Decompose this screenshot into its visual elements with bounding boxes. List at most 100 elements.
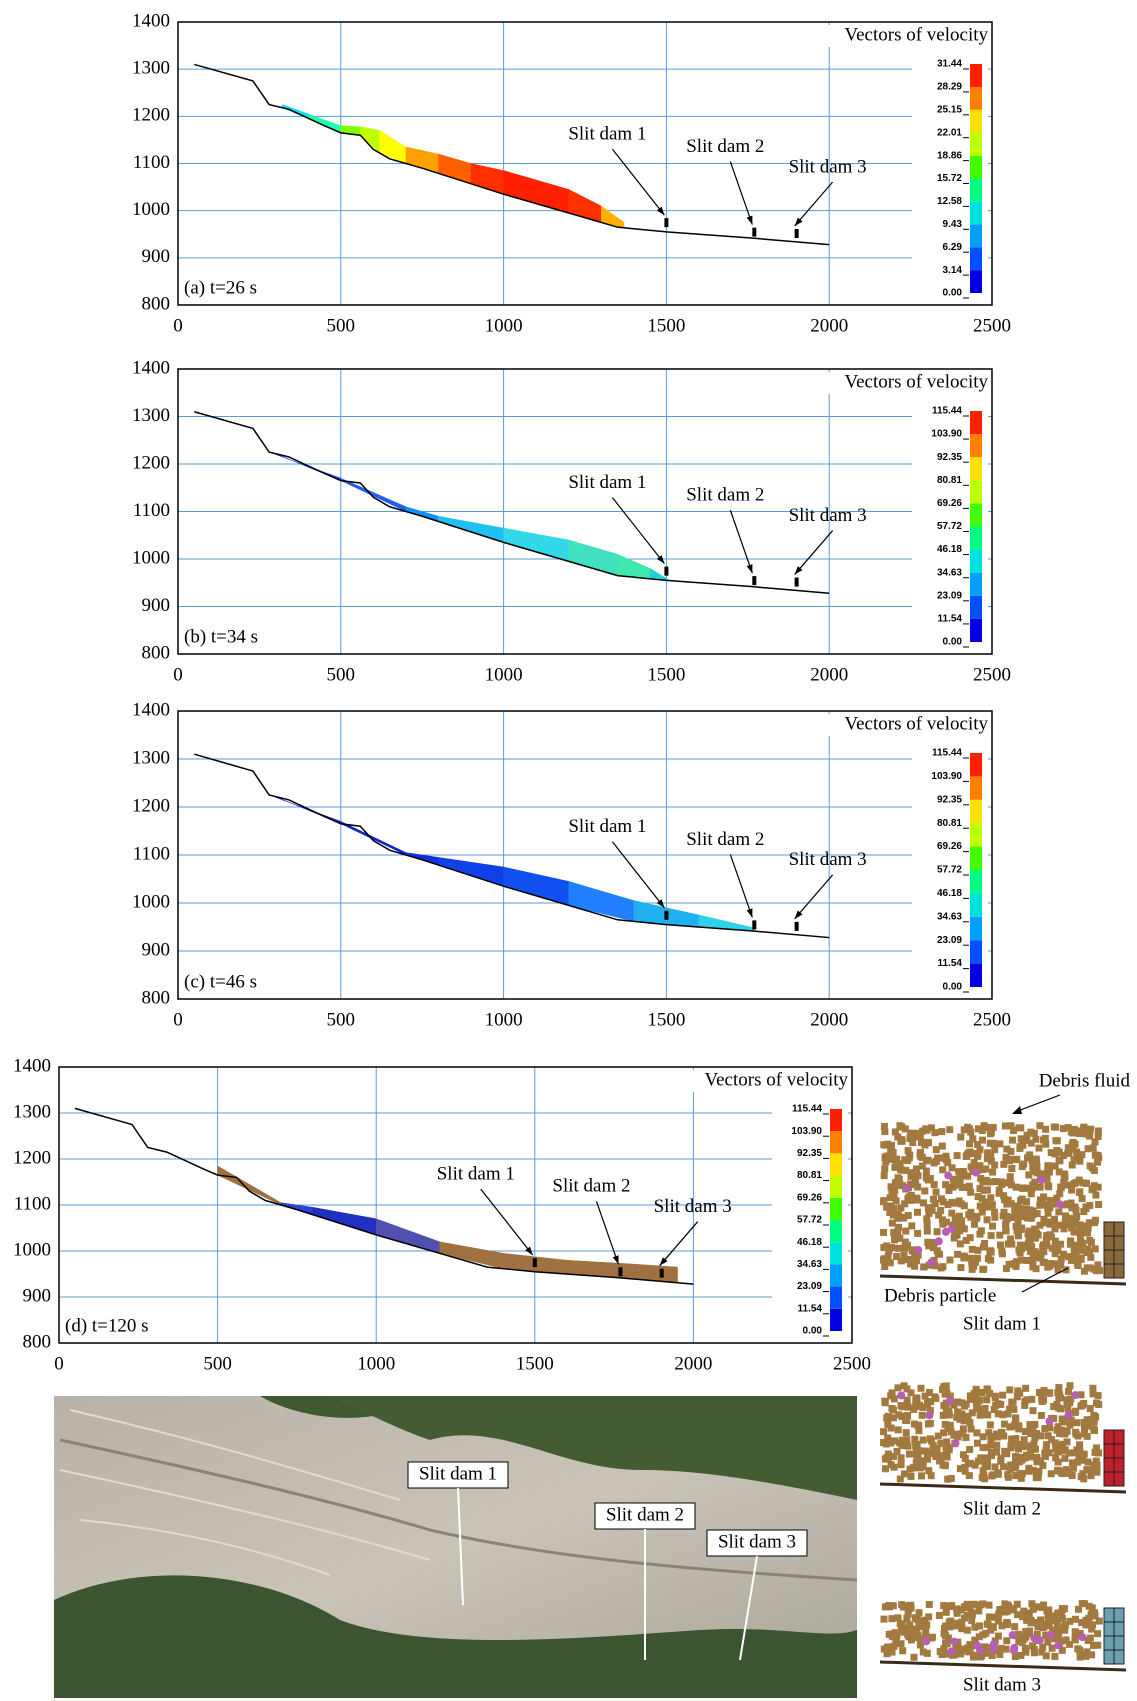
colorbar-segment	[830, 1131, 842, 1154]
colorbar-tick-label: 25.15	[937, 104, 962, 115]
colorbar-segment	[970, 86, 982, 110]
fluid-particle	[1083, 1225, 1091, 1233]
fluid-particle	[987, 1153, 995, 1161]
fluid-particle	[1066, 1640, 1074, 1648]
fluid-particle	[897, 1257, 905, 1265]
fluid-particle	[919, 1462, 927, 1470]
fluid-particle	[966, 1148, 974, 1156]
fluid-particle	[1091, 1138, 1099, 1146]
fluid-particle	[1088, 1651, 1096, 1659]
fluid-particle	[978, 1127, 986, 1135]
colorbar-title: Vectors of velocity	[844, 24, 988, 45]
fluid-particle	[1003, 1214, 1011, 1222]
fluid-particle	[893, 1632, 901, 1640]
colorbar-title: Vectors of velocity	[844, 371, 988, 392]
slit-dam	[532, 1258, 537, 1268]
fluid-particle	[1094, 1630, 1102, 1638]
fluid-particle	[964, 1413, 972, 1421]
fluid-particle	[920, 1199, 928, 1207]
colorbar-segment	[970, 480, 982, 504]
fluid-particle	[904, 1442, 912, 1450]
fluid-particle	[991, 1213, 999, 1221]
debris-flow	[312, 1207, 377, 1236]
fluid-particle	[1071, 1408, 1079, 1416]
annotation-arrow	[1021, 1267, 1069, 1293]
dam-cell	[1113, 1221, 1125, 1237]
fluid-particle	[974, 1246, 982, 1254]
fluid-particle	[916, 1641, 924, 1649]
fluid-particle	[1083, 1264, 1091, 1272]
fluid-particle	[981, 1239, 989, 1247]
fluid-particle	[881, 1455, 889, 1463]
fluid-particle	[987, 1157, 995, 1165]
fluid-particle	[1056, 1190, 1064, 1198]
fluid-particle	[1036, 1221, 1044, 1229]
fluid-particle	[925, 1389, 933, 1397]
fluid-particle	[941, 1462, 949, 1470]
fluid-particle	[977, 1227, 985, 1235]
colorbar-tick-label: 11.54	[798, 1303, 823, 1314]
photo-label-box	[706, 1529, 808, 1557]
colorbar-segment	[970, 155, 982, 179]
fluid-particle	[1003, 1450, 1011, 1458]
fluid-particle	[1054, 1247, 1062, 1255]
fluid-particle	[1068, 1459, 1076, 1467]
fluid-particle	[1073, 1212, 1081, 1220]
fluid-particle	[979, 1467, 987, 1475]
fluid-particle	[1050, 1123, 1058, 1131]
fluid-particle	[997, 1457, 1005, 1465]
fluid-particle	[1088, 1418, 1096, 1426]
inset-caption: Slit dam 3	[963, 1674, 1041, 1695]
fluid-particle	[974, 1401, 982, 1409]
fluid-particle	[966, 1140, 974, 1148]
fluid-particle	[932, 1452, 940, 1460]
dam-cell	[1103, 1649, 1115, 1665]
fluid-particle	[967, 1188, 975, 1196]
fluid-particle	[911, 1634, 919, 1642]
fluid-particle	[980, 1643, 988, 1651]
inset-label: Debris fluid	[1039, 1070, 1131, 1091]
fluid-particle	[1068, 1186, 1076, 1194]
x-tick-label: 500	[327, 664, 356, 685]
fluid-particle	[921, 1392, 929, 1400]
fluid-particle	[1078, 1619, 1086, 1627]
fluid-particle	[953, 1609, 961, 1617]
fluid-particle	[880, 1122, 888, 1130]
fluid-particle	[958, 1183, 966, 1191]
annotation-arrow	[611, 148, 665, 216]
fluid-particle	[919, 1457, 927, 1465]
fluid-particle	[1029, 1167, 1037, 1175]
fluid-particle	[1076, 1630, 1084, 1638]
fluid-particle	[946, 1602, 954, 1610]
fluid-particle	[1027, 1243, 1035, 1251]
fluid-particle	[884, 1434, 892, 1442]
fluid-particle	[904, 1212, 912, 1220]
fluid-particle	[1018, 1195, 1026, 1203]
fluid-particle	[907, 1129, 915, 1137]
fluid-particle	[1086, 1634, 1094, 1642]
fluid-particle	[993, 1448, 1001, 1456]
fluid-particle	[989, 1222, 997, 1230]
colorbar-tick-label: 103.90	[931, 429, 962, 440]
colorbar-tick-label: 18.86	[937, 150, 962, 161]
fluid-particle	[911, 1262, 919, 1270]
fluid-particle	[888, 1389, 896, 1397]
fluid-particle	[890, 1642, 898, 1650]
fluid-particle	[1055, 1221, 1063, 1229]
annotation: Slit dam 1	[568, 472, 646, 493]
fluid-particle	[955, 1168, 963, 1176]
fluid-particle	[1055, 1149, 1063, 1157]
fluid-particle	[979, 1444, 987, 1452]
fluid-particle	[897, 1454, 905, 1462]
slit-dam	[664, 910, 669, 920]
fluid-particle	[991, 1613, 999, 1621]
fluid-particle	[904, 1412, 912, 1420]
fluid-particle	[1084, 1245, 1092, 1253]
fluid-particle	[1057, 1261, 1065, 1269]
fluid-particle	[966, 1234, 974, 1242]
fluid-particle	[957, 1619, 965, 1627]
photo-label: Slit dam 2	[606, 1504, 684, 1525]
fluid-particle	[922, 1447, 930, 1455]
colorbar-tick-label: 57.72	[937, 865, 962, 876]
fluid-particle	[1073, 1148, 1081, 1156]
